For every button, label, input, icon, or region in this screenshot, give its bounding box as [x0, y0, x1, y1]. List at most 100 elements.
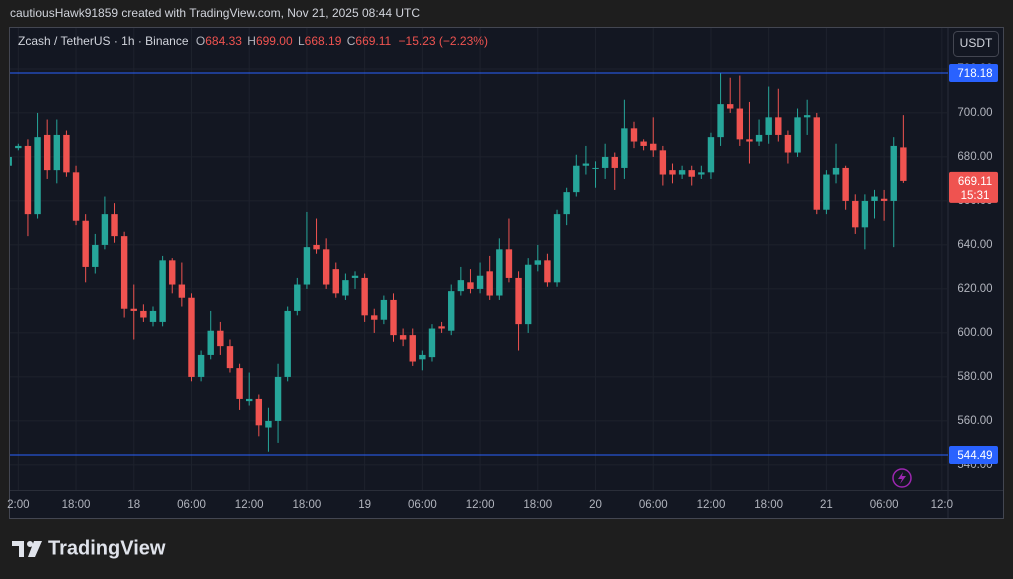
y-tick-label: 560.00	[957, 415, 992, 427]
candle-body	[563, 192, 570, 215]
candle-body	[159, 260, 166, 322]
x-tick-label: 06:00	[870, 499, 899, 511]
candle-body	[621, 128, 628, 168]
candle-body	[351, 275, 359, 278]
low-label: L	[298, 34, 305, 48]
candle-body	[43, 134, 51, 171]
candle-body	[650, 143, 657, 151]
legend: Zcash / TetherUS · 1h · Binance O684.33 …	[18, 34, 488, 48]
candle-body	[823, 174, 830, 210]
price-tag	[949, 63, 998, 82]
x-tick-label: 19	[358, 499, 371, 511]
candle-body	[130, 308, 137, 311]
x-tick-label: 18:00	[62, 499, 91, 511]
y-tick-label: 620.00	[957, 283, 992, 295]
candle-body	[900, 147, 907, 181]
price-tag	[949, 446, 998, 465]
x-tick-label: 2:00	[7, 499, 29, 511]
candle-body	[890, 145, 897, 201]
candle-body	[717, 104, 724, 138]
candle-body	[226, 346, 234, 369]
x-tick-label: 12:0	[931, 499, 953, 511]
candle-body	[217, 330, 224, 347]
candle-body	[24, 145, 32, 215]
candle-body	[707, 137, 715, 173]
currency-button[interactable]	[953, 31, 999, 57]
x-tick-label: 18:00	[523, 499, 552, 511]
candle-body	[419, 354, 426, 360]
candle-body	[361, 277, 368, 316]
candle-body	[486, 271, 493, 296]
candle-body	[524, 264, 532, 325]
candle-body	[534, 260, 541, 265]
candle-body	[505, 249, 513, 278]
overlays: 718.18 544.49 669.11 15:31	[10, 63, 998, 465]
high-label: H	[247, 34, 256, 48]
candle-body	[813, 117, 820, 210]
alert-bolt	[898, 472, 906, 484]
candle-body	[467, 282, 474, 289]
candle-body	[669, 170, 676, 175]
candle-body	[15, 145, 22, 149]
candle-body	[476, 275, 484, 289]
currency-label: USDT	[960, 36, 993, 50]
candle-body	[92, 244, 99, 267]
high-value: 699.00	[256, 34, 293, 48]
candle-body	[246, 398, 253, 402]
x-tick-label: 18:00	[293, 499, 322, 511]
candle-body	[803, 115, 811, 118]
candle-body	[438, 326, 445, 329]
candle-body	[332, 269, 339, 294]
candles	[10, 73, 907, 452]
candle-body	[380, 299, 388, 320]
candle-body	[34, 137, 41, 215]
candle-body	[678, 170, 686, 175]
x-tick-label: 06:00	[408, 499, 437, 511]
alert-icon[interactable]	[892, 468, 912, 488]
candle-body	[515, 277, 522, 325]
candle-body	[794, 117, 801, 153]
candle-body	[390, 299, 397, 336]
candle-body	[784, 134, 792, 153]
x-tick-label: 20	[589, 499, 602, 511]
candle-body	[640, 141, 647, 146]
candle-body	[322, 249, 330, 285]
candle-body	[630, 128, 638, 142]
y-tick-label: 600.00	[957, 327, 992, 339]
candle-body	[342, 280, 349, 296]
candle-body	[10, 156, 12, 166]
x-tick-label: 06:00	[177, 499, 206, 511]
candle-body	[765, 117, 772, 135]
candle-body	[448, 291, 455, 331]
price-tag-label: 544.49	[957, 450, 992, 462]
candle-body	[880, 198, 888, 201]
brand-logo: TradingView	[12, 537, 166, 559]
candle-body	[140, 310, 147, 318]
x-tick-label: 21	[820, 499, 833, 511]
x-tick-label: 18	[127, 499, 140, 511]
candle-body	[197, 354, 205, 377]
x-tick-label: 12:00	[697, 499, 726, 511]
candle-body	[169, 260, 176, 285]
candle-body	[746, 139, 753, 142]
candle-body	[496, 249, 503, 296]
candle-body	[255, 398, 263, 426]
candle-body	[63, 134, 70, 173]
candle-body	[861, 200, 869, 228]
candle-body	[265, 420, 272, 428]
candle-body	[582, 163, 590, 166]
candle-body	[409, 335, 416, 362]
brand-name: TradingView	[48, 537, 166, 559]
candle-body	[727, 104, 734, 109]
candle-body	[101, 214, 109, 245]
x-tick-label: 12:00	[466, 499, 495, 511]
last-price-label: 669.11	[958, 176, 992, 188]
candle-body	[371, 315, 378, 320]
open-label: O	[196, 34, 205, 48]
low-value: 668.19	[305, 34, 342, 48]
candle-body	[294, 284, 301, 311]
last-price-tag	[949, 171, 998, 203]
y-tick-label: 640.00	[957, 239, 992, 251]
candle-body	[775, 117, 782, 135]
x-tick-label: 12:00	[235, 499, 264, 511]
